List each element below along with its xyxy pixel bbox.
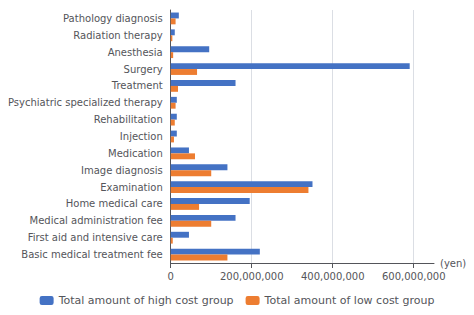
svg-text:0: 0 xyxy=(168,271,174,282)
svg-text:200,000,000: 200,000,000 xyxy=(220,271,284,282)
svg-text:Basic medical treatment fee: Basic medical treatment fee xyxy=(21,249,162,260)
svg-text:600,000,000: 600,000,000 xyxy=(382,271,446,282)
svg-text:Medical administration fee: Medical administration fee xyxy=(30,215,163,226)
svg-text:400,000,000: 400,000,000 xyxy=(301,271,365,282)
svg-text:Surgery: Surgery xyxy=(124,64,163,75)
svg-text:Home medical care: Home medical care xyxy=(66,198,163,209)
svg-text:Injection: Injection xyxy=(120,131,163,142)
svg-text:Radiation therapy: Radiation therapy xyxy=(73,30,162,41)
svg-text:Total amount of low cost group: Total amount of low cost group xyxy=(264,294,435,307)
svg-text:Psychiatric specialized therap: Psychiatric specialized therapy xyxy=(8,97,163,108)
svg-text:Treatment: Treatment xyxy=(111,80,163,91)
svg-text:Anesthesia: Anesthesia xyxy=(108,47,163,58)
svg-text:First aid and intensive care: First aid and intensive care xyxy=(28,232,163,243)
svg-text:Examination: Examination xyxy=(100,182,163,193)
svg-text:Image diagnosis: Image diagnosis xyxy=(81,165,163,176)
svg-text:Total amount of high cost grou: Total amount of high cost group xyxy=(58,294,234,307)
svg-text:Rehabilitation: Rehabilitation xyxy=(94,114,163,125)
svg-text:Medication: Medication xyxy=(108,148,163,159)
svg-text:(yen): (yen) xyxy=(440,258,466,269)
svg-text:Pathology diagnosis: Pathology diagnosis xyxy=(63,13,163,24)
